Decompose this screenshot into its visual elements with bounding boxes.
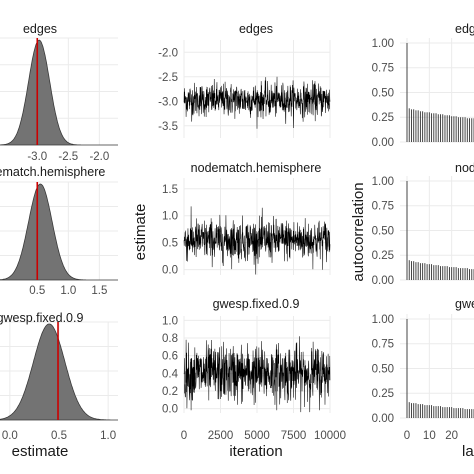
- trace-series-line: [183, 206, 331, 275]
- density-panel-2: 0.5 1.0 1.5 nodematch.hemisphere: [0, 165, 118, 297]
- y-tick-label: 0.75: [372, 201, 394, 213]
- trace-panel-3: 1.0 0.8 0.6 0.4 0.2 0.0 0 2500 5000 7500 10000 gwes…: [162, 297, 346, 442]
- density-area: [0, 323, 118, 421]
- y-tick-label: 0.5: [162, 238, 178, 250]
- y-tick-label: 0.00: [372, 137, 394, 149]
- panel-title: gwesp.fixed.0.9: [213, 297, 300, 311]
- x-tick-label: 10000: [314, 430, 346, 442]
- x-tick-label: -2.5: [58, 151, 78, 163]
- trace-panel-1: -2.0 -2.5 -3.0 -3.5 edges: [158, 22, 331, 138]
- trace-series-line: [183, 76, 331, 129]
- y-tick-label: 0.0: [162, 404, 178, 416]
- x-tick-label: 5000: [244, 430, 270, 442]
- y-tick-label: 0.50: [372, 225, 394, 237]
- panel-title: edges: [23, 22, 57, 36]
- trace-series-line: [183, 336, 331, 413]
- y-tick-label: 0.00: [372, 413, 394, 425]
- y-tick-label: -2.5: [158, 72, 178, 84]
- y-tick-label: 0.75: [372, 339, 394, 351]
- x-tick-label: 2500: [208, 430, 234, 442]
- y-tick-label: 0.4: [162, 368, 179, 380]
- y-tick-label: 0.50: [372, 87, 394, 99]
- y-tick-label: 0.25: [372, 250, 394, 262]
- x-tick-label: 0: [181, 430, 187, 442]
- panel-title: nodematch.hemisphere: [191, 161, 322, 175]
- x-axis-title-estimate: estimate: [12, 443, 69, 460]
- y-tick-label: 0.75: [372, 63, 394, 75]
- y-tick-label: 1.00: [372, 176, 394, 188]
- y-tick-label: 0.2: [162, 386, 178, 398]
- x-tick-label: 0.0: [2, 430, 18, 442]
- panel-title: nodematch.hemisphere: [0, 165, 105, 179]
- y-tick-label: 1.0: [162, 315, 178, 327]
- y-tick-label: 0.50: [372, 363, 394, 375]
- acf-panel-1: 1.00 0.75 0.50 0.25 0.00 edges: [372, 22, 474, 149]
- panel-title: nodematch.hemisphere: [455, 161, 474, 175]
- x-axis-title-iteration: iteration: [229, 443, 282, 460]
- y-tick-label: 0.25: [372, 112, 394, 124]
- panel-title: edges: [455, 22, 474, 36]
- y-tick-label: 1.0: [162, 211, 178, 223]
- y-tick-label: -3.5: [158, 121, 178, 133]
- y-tick-label: -2.0: [158, 47, 178, 59]
- density-area: [0, 183, 118, 281]
- panel-title: gwesp.fixed.0.9: [455, 297, 474, 311]
- x-axis-title-lag: lag: [462, 443, 474, 460]
- y-axis-title-estimate: estimate: [132, 204, 149, 261]
- x-tick-label: 0.5: [29, 285, 45, 297]
- y-tick-label: 0.00: [372, 275, 394, 287]
- x-tick-label: 0: [404, 430, 410, 442]
- density-panel-3: 0.0 0.5 1.0 gwesp.fixed.0.9: [0, 311, 118, 442]
- y-tick-label: 1.00: [372, 38, 394, 50]
- x-tick-label: -3.0: [27, 151, 47, 163]
- x-tick-label: -2.0: [89, 151, 109, 163]
- x-tick-label: 7500: [281, 430, 307, 442]
- panel-title: edges: [239, 22, 273, 36]
- density-area: [0, 39, 118, 146]
- y-tick-label: 0.0: [162, 265, 178, 277]
- acf-panel-3: 1.00 0.75 0.50 0.25 0.00 0 10 20 gwesp.fixed.0.9: [372, 297, 474, 442]
- x-tick-label: 0.5: [51, 430, 67, 442]
- density-panel-1: -3.0 -2.5 -2.0 edges: [0, 22, 118, 163]
- y-tick-label: 1.5: [162, 184, 178, 196]
- x-tick-label: 1.0: [100, 430, 116, 442]
- acf-panel-2: 1.00 0.75 0.50 0.25 0.00 nodematch.hemisphere: [372, 161, 474, 287]
- x-tick-label: 20: [445, 430, 458, 442]
- x-tick-label: 1.5: [91, 285, 107, 297]
- y-tick-label: 0.8: [162, 333, 178, 345]
- y-tick-label: 0.25: [372, 388, 394, 400]
- x-tick-label: 10: [423, 430, 436, 442]
- y-tick-label: -3.0: [158, 96, 178, 108]
- y-tick-label: 1.00: [372, 314, 394, 326]
- panel-title: gwesp.fixed.0.9: [0, 311, 83, 325]
- x-tick-label: 1.0: [60, 285, 76, 297]
- y-tick-label: 0.6: [162, 351, 178, 363]
- trace-panel-2: 1.5 1.0 0.5 0.0 nodematch.hemisphere: [162, 161, 331, 277]
- y-axis-title-autocorrelation: autocorrelation: [350, 182, 367, 281]
